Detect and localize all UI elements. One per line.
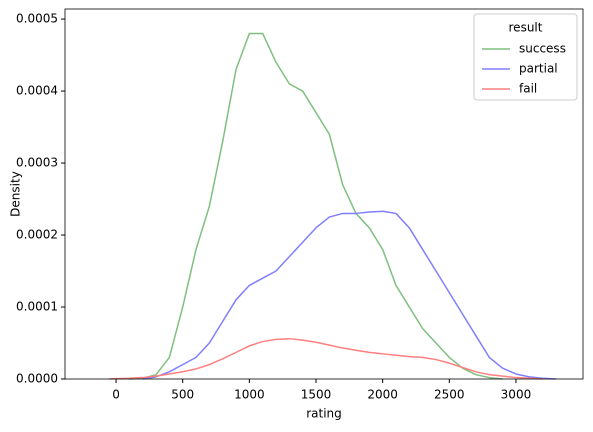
legend-title: result xyxy=(509,21,543,35)
y-tick-label: 0.0000 xyxy=(16,372,58,386)
y-tick-label: 0.0002 xyxy=(16,228,58,242)
x-tick-label: 2000 xyxy=(367,388,398,402)
line-series xyxy=(129,32,503,380)
y-axis-label: Density xyxy=(9,171,23,217)
legend-box xyxy=(473,13,578,101)
x-tick-label: 1000 xyxy=(234,388,265,402)
x-axis-label: rating xyxy=(306,407,342,421)
line-series xyxy=(142,210,556,380)
y-tick-label: 0.0005 xyxy=(16,12,58,26)
x-tick-label: 0 xyxy=(112,388,120,402)
y-tick-label: 0.0004 xyxy=(16,84,58,98)
x-tick-label: 3000 xyxy=(501,388,532,402)
line-series xyxy=(109,337,543,380)
legend-label: success xyxy=(519,42,566,56)
y-tick-label: 0.0001 xyxy=(16,300,58,314)
y-tick-label: 0.0003 xyxy=(16,156,58,170)
x-tick-label: 500 xyxy=(171,388,194,402)
x-tick-label: 1500 xyxy=(301,388,332,402)
x-tick-label: 2500 xyxy=(434,388,465,402)
legend-label: fail xyxy=(519,82,537,96)
plot-frame xyxy=(64,8,584,380)
legend-label: partial xyxy=(519,62,558,76)
